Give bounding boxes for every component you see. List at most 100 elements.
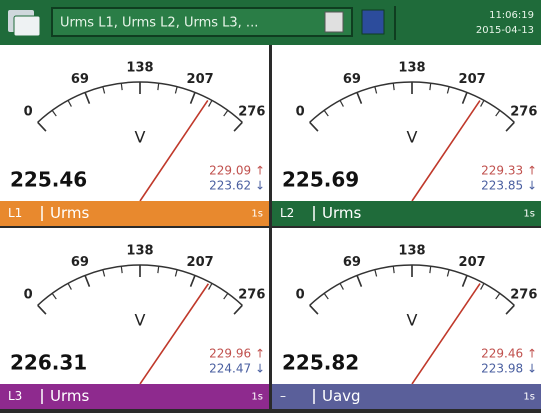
- scale-label: 69: [343, 255, 361, 270]
- scale-label: 207: [187, 255, 214, 270]
- scale-label: 69: [71, 72, 89, 87]
- scale-label: 207: [187, 72, 214, 87]
- unit-label: V: [135, 128, 146, 147]
- scale-minor-tick: [339, 100, 344, 107]
- scale-minor-tick: [223, 110, 229, 117]
- meter-face: [0, 45, 269, 201]
- scale-tick: [356, 275, 363, 287]
- scale-tick: [84, 275, 91, 287]
- interval-label: 1s: [523, 392, 535, 403]
- scale-minor-tick: [480, 100, 485, 107]
- scale-minor-tick: [223, 293, 229, 300]
- scale-minor-tick: [374, 86, 378, 94]
- min-value: 223.98 ↓: [481, 362, 537, 376]
- scale-tick: [309, 121, 319, 132]
- needle: [411, 283, 481, 385]
- scale-tick: [505, 121, 515, 132]
- interval-label: 1s: [523, 209, 535, 220]
- panel-footer: [272, 201, 541, 226]
- panel-footer: [0, 384, 269, 409]
- phase-label: L3: [8, 389, 22, 403]
- reading-value: 225.82: [282, 351, 359, 375]
- phase-label: L2: [280, 206, 294, 220]
- header-title: Urms L1, Urms L2, Urms L3, ...: [60, 16, 258, 31]
- scale-tick: [37, 121, 47, 132]
- panel-footer: [0, 201, 269, 226]
- scale-label: 0: [296, 105, 305, 120]
- scale-tick: [189, 275, 196, 287]
- meter-face: [272, 228, 541, 384]
- scale-minor-tick: [120, 266, 123, 274]
- scale-tick: [189, 92, 196, 104]
- scale-minor-tick: [174, 269, 178, 277]
- scale-label: 276: [510, 105, 537, 120]
- scale-minor-tick: [51, 293, 57, 300]
- scale-label: 0: [24, 105, 33, 120]
- scale-tick: [233, 121, 243, 132]
- scale-tick: [461, 275, 468, 287]
- scale-label: 0: [296, 288, 305, 303]
- scale-minor-tick: [429, 83, 432, 91]
- phase-label: –: [280, 389, 286, 403]
- scale-label: 138: [398, 244, 425, 259]
- quantity-label: Urms: [50, 204, 89, 222]
- meter-face: [272, 45, 541, 201]
- max-value: 229.96 ↑: [209, 347, 265, 361]
- scale-tick: [356, 92, 363, 104]
- quantity-label: Uavg: [322, 387, 361, 405]
- unit-label: V: [407, 311, 418, 330]
- scale-label: 207: [459, 72, 486, 87]
- scale-label: 69: [71, 255, 89, 270]
- min-value: 223.85 ↓: [481, 179, 537, 193]
- scale-tick: [309, 304, 319, 315]
- unit-label: V: [407, 128, 418, 147]
- scale-minor-tick: [208, 283, 213, 290]
- scale-label: 276: [510, 288, 537, 303]
- max-value: 229.09 ↑: [209, 164, 265, 178]
- scale-label: 276: [238, 105, 265, 120]
- scale-tick: [505, 304, 515, 315]
- meter-panel: 0 69 138 207 276 V 225.69 229.33 ↑223.85 ↓ L2 Urm…: [272, 45, 541, 226]
- reading-value: 225.46: [10, 168, 87, 192]
- scale-minor-tick: [67, 100, 72, 107]
- menu-icon-front: [13, 15, 41, 37]
- scale-minor-tick: [446, 86, 450, 94]
- scale-minor-tick: [495, 293, 501, 300]
- scale-label: 138: [126, 61, 153, 76]
- max-value: 229.33 ↑: [481, 164, 537, 178]
- scale-label: 207: [459, 255, 486, 270]
- scale-minor-tick: [51, 110, 57, 117]
- scale-label: 0: [24, 288, 33, 303]
- max-value: 229.46 ↑: [481, 347, 537, 361]
- quantity-label: Urms: [50, 387, 89, 405]
- reading-value: 225.69: [282, 168, 359, 192]
- meter-panel: 0 69 138 207 276 V 226.31 229.96 ↑224.47 ↓ L3 Urm…: [0, 228, 269, 409]
- scale-minor-tick: [480, 283, 485, 290]
- scale-label: 138: [398, 61, 425, 76]
- min-value: 223.62 ↓: [209, 179, 265, 193]
- title-box[interactable]: [51, 7, 353, 37]
- meter-panel: 0 69 138 207 276 V 225.46 229.09 ↑223.62 ↓ L1 Urm…: [0, 45, 269, 226]
- scale-minor-tick: [495, 110, 501, 117]
- reading-value: 226.31: [10, 351, 87, 375]
- scale-minor-tick: [392, 83, 395, 91]
- needle: [139, 99, 209, 202]
- scale-tick: [233, 304, 243, 315]
- list-icon[interactable]: [324, 11, 344, 33]
- phase-label: L1: [8, 206, 22, 220]
- save-icon[interactable]: [361, 9, 385, 35]
- scale-minor-tick: [102, 269, 106, 277]
- scale-minor-tick: [208, 100, 213, 107]
- scale-minor-tick: [157, 83, 160, 91]
- clock-date: 2015-04-13: [476, 25, 534, 36]
- scale-minor-tick: [157, 266, 160, 274]
- min-value: 224.47 ↓: [209, 362, 265, 376]
- scale-minor-tick: [323, 110, 329, 117]
- scale-tick: [37, 304, 47, 315]
- meter-face: [0, 228, 269, 384]
- scale-minor-tick: [446, 269, 450, 277]
- scale-minor-tick: [67, 283, 72, 290]
- needle: [139, 283, 210, 385]
